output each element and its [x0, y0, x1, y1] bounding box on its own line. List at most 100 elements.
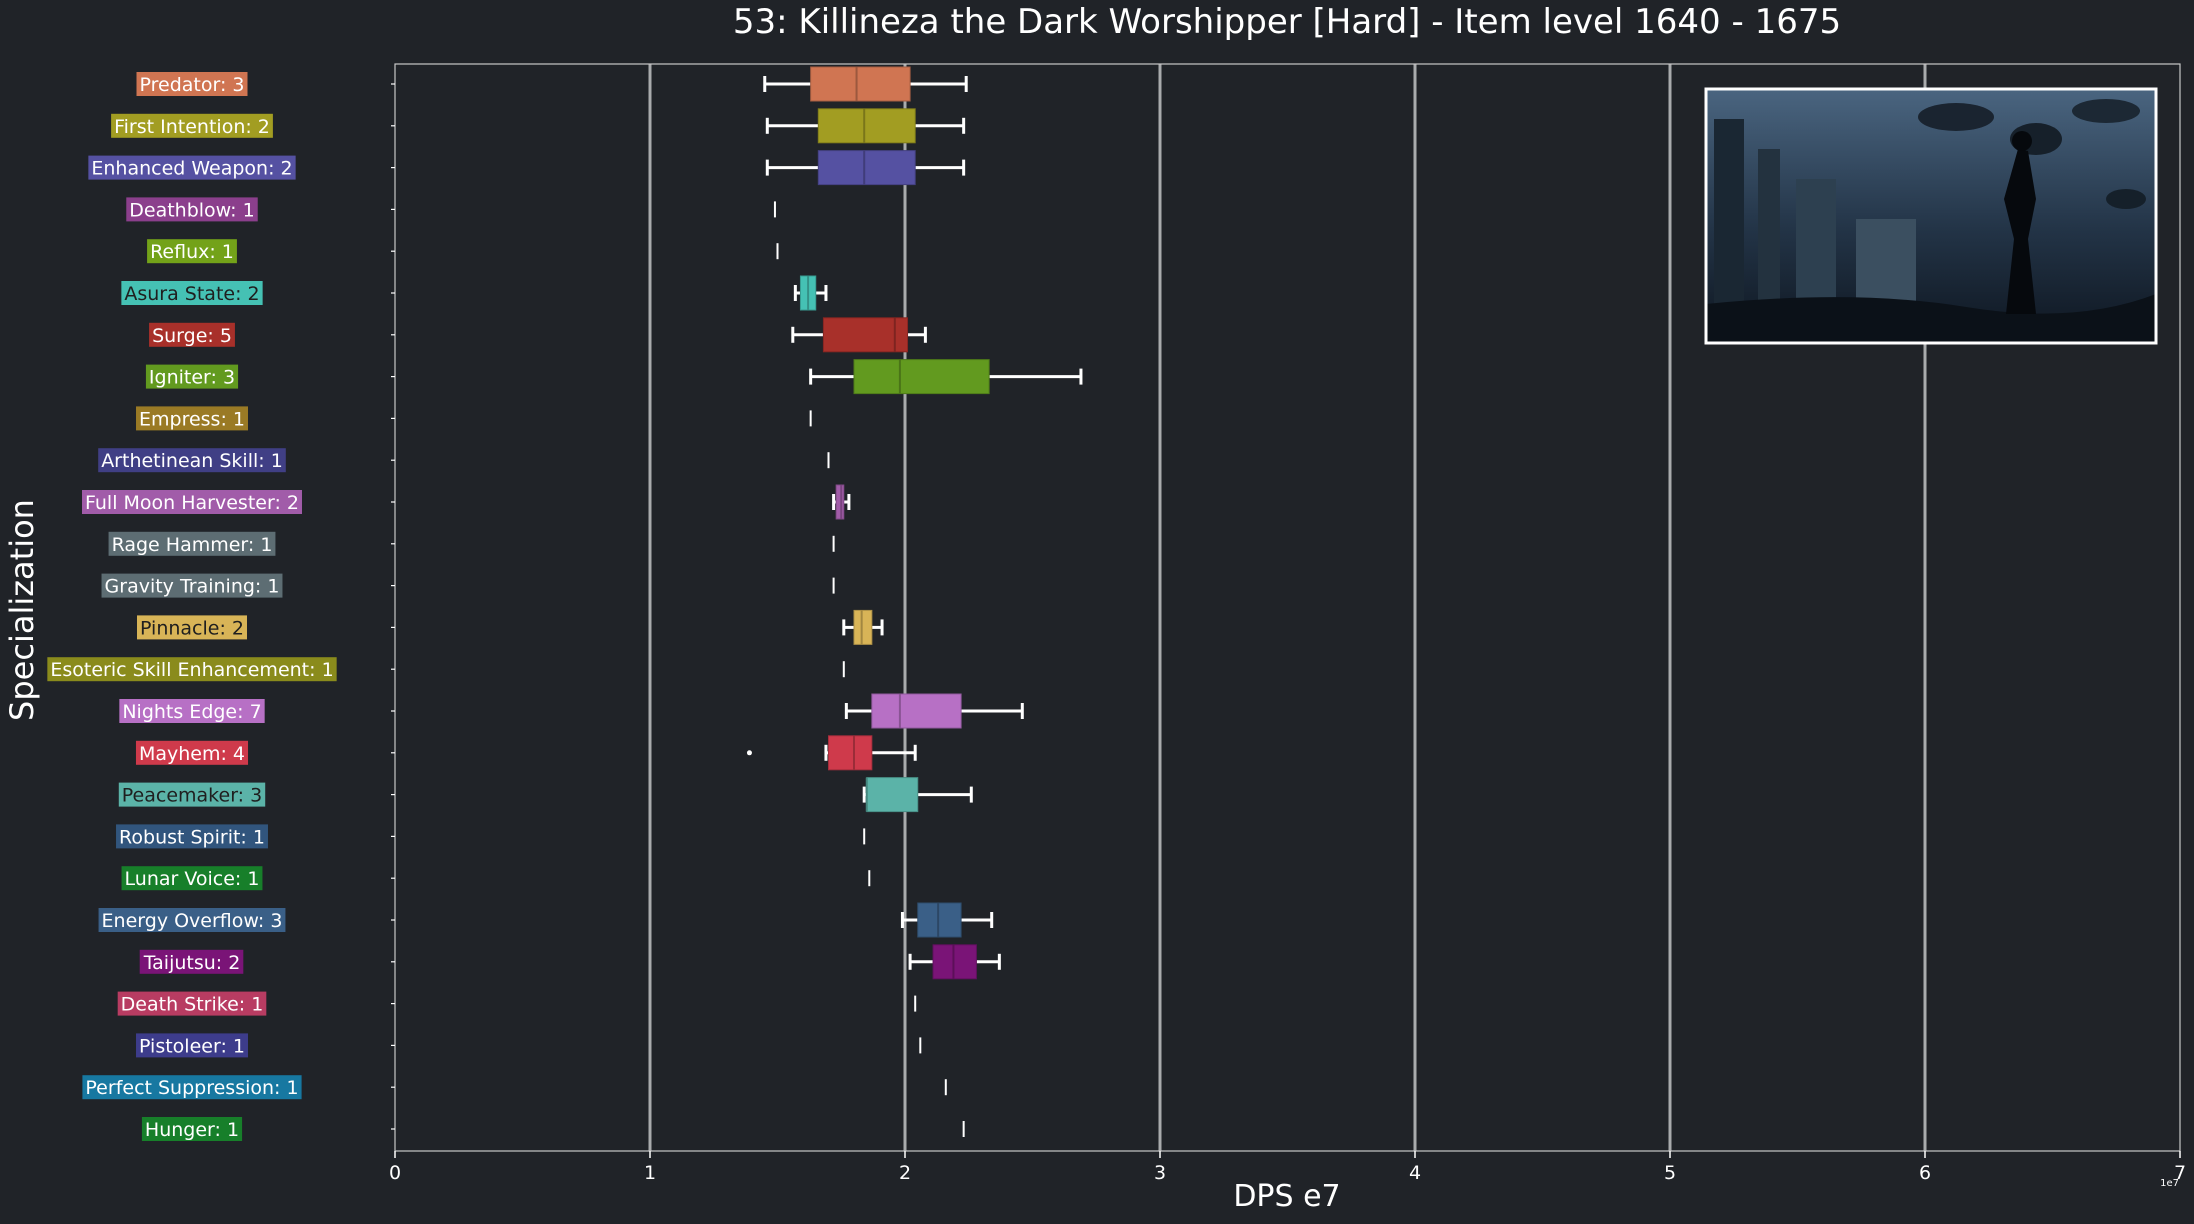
- x-tick-label: 1: [644, 1162, 656, 1184]
- box-16: [844, 693, 1024, 729]
- y-label-background: [137, 615, 247, 640]
- y-tick-label: Pinnacle: 2: [140, 617, 244, 639]
- y-tick-label: Perfect Suppression: 1: [85, 1077, 298, 1099]
- box-21: [900, 902, 994, 938]
- y-label-background: [135, 740, 249, 765]
- y-tick-label: Peacemaker: 3: [122, 785, 262, 807]
- y-label-13: Gravity Training: 1: [101, 573, 283, 598]
- box-7: [791, 317, 927, 353]
- y-label-20: Lunar Voice: 1: [121, 866, 263, 891]
- box-body: [853, 609, 873, 645]
- y-tick-label: Arthetinean Skill: 1: [101, 450, 283, 472]
- chart-title: 53: Killineza the Dark Worshipper [Hard]…: [733, 2, 1841, 42]
- y-label-7: Surge: 5: [149, 322, 235, 347]
- y-label-25: Perfect Suppression: 1: [82, 1075, 302, 1100]
- y-label-14: Pinnacle: 2: [137, 615, 247, 640]
- box-body: [817, 150, 916, 186]
- y-label-9: Empress: 1: [136, 406, 248, 431]
- pillar: [1714, 119, 1744, 319]
- boss-thumbnail: [1704, 87, 2158, 345]
- x-tick-label: 2: [899, 1162, 911, 1184]
- x-axis-label: DPS e7: [1233, 1179, 1340, 1214]
- box-body: [917, 902, 962, 938]
- y-label-background: [139, 949, 244, 974]
- y-tick-label: Taijutsu: 2: [143, 952, 241, 974]
- box-22: [908, 944, 1001, 980]
- y-tick-label: Igniter: 3: [149, 367, 235, 389]
- y-label-background: [118, 782, 266, 807]
- plot-rows: [391, 66, 1083, 1137]
- y-label-1: Predator: 3: [136, 72, 248, 96]
- y-label-background: [119, 699, 265, 723]
- box-body: [817, 108, 916, 144]
- y-label-26: Hunger: 1: [141, 1117, 243, 1141]
- y-label-4: Deathblow: 1: [126, 197, 258, 222]
- x-axis-ticks: 0 1 2 3 4 5 6 7: [389, 1151, 2186, 1184]
- rock: [2072, 99, 2140, 123]
- y-tick-label: Reflux: 1: [150, 241, 234, 263]
- structure: [1796, 179, 1836, 319]
- y-tick-label: Death Strike: 1: [121, 994, 264, 1016]
- y-tick-label: Esoteric Skill Enhancement: 1: [50, 659, 333, 681]
- y-tick-label: Hunger: 1: [145, 1119, 239, 1141]
- y-tick-label: Pistoleer: 1: [139, 1035, 245, 1057]
- y-label-background: [136, 406, 248, 431]
- y-label-24: Pistoleer: 1: [136, 1033, 248, 1058]
- plot-border: [394, 63, 2181, 1152]
- y-label-background: [149, 322, 235, 347]
- y-label-21: Energy Overflow: 3: [98, 908, 286, 932]
- box-2: [765, 108, 966, 144]
- x-tick-label: 5: [1664, 1162, 1676, 1184]
- box-body: [871, 693, 962, 729]
- y-label-2: First Intention: 2: [111, 113, 273, 138]
- y-tick-label: Predator: 3: [140, 74, 245, 96]
- y-label-background: [121, 866, 263, 891]
- box-14: [842, 609, 884, 645]
- y-label-12: Rage Hammer: 1: [108, 531, 276, 556]
- y-label-22: Taijutsu: 2: [139, 949, 244, 974]
- y-label-3: Enhanced Weapon: 2: [88, 155, 296, 180]
- y-tick-label: Surge: 5: [152, 325, 232, 347]
- y-label-background: [147, 239, 237, 264]
- rock: [1918, 103, 1994, 131]
- y-label-23: Death Strike: 1: [117, 991, 267, 1016]
- box-18: [862, 777, 973, 813]
- y-tick-label: Asura State: 2: [124, 283, 259, 305]
- y-tick-label: Gravity Training: 1: [105, 576, 280, 598]
- y-tick-label: First Intention: 2: [114, 116, 270, 138]
- y-label-5: Reflux: 1: [147, 239, 237, 264]
- y-tick-label: Mayhem: 4: [139, 743, 245, 765]
- y-label-19: Robust Spirit: 1: [116, 824, 268, 849]
- box-11: [832, 484, 851, 520]
- box-6: [793, 275, 828, 311]
- outlier-point: [746, 750, 752, 756]
- box-body: [866, 777, 919, 813]
- y-tick-label: Rage Hammer: 1: [112, 534, 273, 556]
- structure: [1856, 219, 1916, 309]
- box-17: [746, 735, 917, 771]
- figure-head: [2012, 131, 2032, 151]
- x-tick-label: 7: [2174, 1162, 2186, 1184]
- y-label-6: Asura State: 2: [121, 281, 263, 305]
- y-label-background: [82, 490, 302, 514]
- box-1: [763, 66, 968, 102]
- x-tick-label: 4: [1409, 1162, 1421, 1184]
- y-label-15: Esoteric Skill Enhancement: 1: [47, 657, 337, 682]
- y-tick-label: Enhanced Weapon: 2: [91, 158, 292, 180]
- box-body: [810, 66, 911, 102]
- y-tick-label: Deathblow: 1: [129, 199, 254, 221]
- x-tick-label: 3: [1154, 1162, 1166, 1184]
- y-label-background: [136, 72, 248, 96]
- y-label-10: Arthetinean Skill: 1: [98, 448, 286, 473]
- y-label-background: [98, 448, 286, 473]
- ground: [1706, 294, 2156, 343]
- y-label-background: [116, 824, 268, 849]
- y-tick-label: Lunar Voice: 1: [125, 868, 260, 890]
- y-label-background: [82, 1075, 302, 1100]
- y-label-17: Mayhem: 4: [135, 740, 249, 765]
- y-axis-label: Specialization: [3, 499, 41, 721]
- plot-frame: [394, 63, 2181, 1152]
- y-tick-label: Empress: 1: [139, 408, 245, 430]
